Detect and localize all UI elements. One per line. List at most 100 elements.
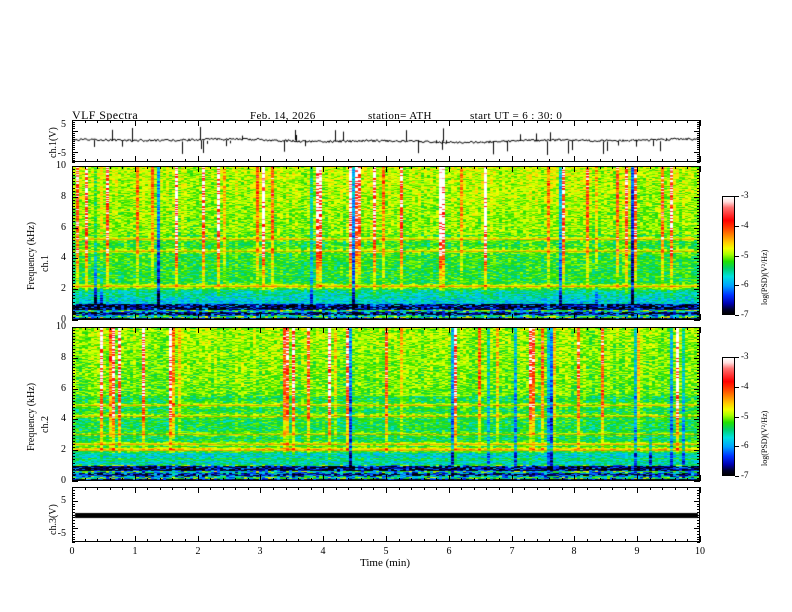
xtick-top-p3-4 [122,487,123,490]
xtick-top-p1-21 [336,166,337,169]
xtick-top-p2-21 [336,327,337,330]
xtick-bottom-p3-23 [361,539,362,542]
xtick-top-p2-8 [172,327,173,330]
xtick-bottom-p2-30 [449,475,450,481]
sp2-ytick-right-33 [697,379,700,380]
xtick-bottom-p3-27 [411,539,412,542]
xtick-top-p2-4 [122,327,123,330]
ch1-vtick-left-14 [72,133,75,134]
sp1-ytick-right-5 [697,305,700,306]
xtick-top-p0-36 [524,120,525,123]
xtick-bottom-p3-46 [650,539,651,542]
xtick-bottom-p1-18 [298,317,299,320]
sp1-ytick-right-9 [697,292,700,293]
xtick-top-p0-1 [85,120,86,123]
sp2-ytick-right-44 [697,345,700,346]
xtick-top-p1-28 [424,166,425,169]
xtick-bottom-p2-17 [286,478,287,481]
sp1-ytick-right-35 [697,212,700,213]
xtick-bottom-p1-39 [562,317,563,320]
xtick-top-p3-49 [687,487,688,490]
ch3-vtick-right-0 [697,542,700,543]
xtick-top-p2-2 [97,327,98,330]
sp1-ytick-left-19 [72,261,75,262]
xtick-bottom-p2-18 [298,478,299,481]
xtick-top-p1-30 [449,166,450,172]
sp1-ytick-left-3 [72,311,75,312]
xtick-bottom-p1-49 [687,317,688,320]
xtick-bottom-p3-41 [587,539,588,542]
sp2-freq-label-8: 8 [61,352,66,363]
xtick-bottom-p2-33 [486,478,487,481]
xtick-top-p0-0 [72,120,73,126]
ch1-vtick-left-2 [72,158,75,159]
xtick-top-p1-44 [625,166,626,169]
ch1-vtick-left-8 [72,145,75,146]
xtick-top-p0-27 [411,120,412,123]
sp2-ytick-left-6 [72,463,75,464]
xtick-bottom-p0-13 [235,159,236,162]
xtick-top-p1-49 [687,166,688,169]
xtick-top-p0-19 [311,120,312,123]
sp1-ytick-left-41 [72,194,75,195]
ch1-vtick-left-4 [72,154,75,155]
xtick-bottom-p2-43 [612,478,613,481]
xtick-bottom-p2-31 [461,478,462,481]
cb1-label--3: -3 [741,190,749,200]
sp2-ytick-right-49 [697,330,700,331]
xtick-bottom-p2-26 [399,478,400,481]
ch1-vtick-right-6 [697,149,700,150]
xtick-bottom-p3-48 [675,539,676,542]
ch1-ytick-pos: 5 [61,119,66,130]
sp2-freq-label-0: 0 [61,475,66,486]
sp2-ytick-left-26 [72,401,75,402]
x-tick-label-3: 3 [257,546,263,557]
ch1-vtick-right-19 [697,122,700,123]
xtick-bottom-p1-35 [512,314,513,320]
cb2-tick--5 [735,417,739,418]
xtick-bottom-p1-15 [260,314,261,320]
sp2-ytick-left-30 [72,389,78,390]
xtick-bottom-p0-25 [386,156,387,162]
ch3-ytick-pos: 5 [61,495,66,506]
sp2-ytick-left-31 [72,386,75,387]
xtick-top-p1-5 [135,166,136,172]
xtick-top-p2-26 [399,327,400,330]
xtick-bottom-p3-47 [662,539,663,542]
sp1-ytick-left-15 [72,274,75,275]
sp1-ytick-right-38 [697,203,700,204]
xtick-bottom-p3-25 [386,536,387,542]
sp2-ytick-left-4 [72,469,75,470]
xtick-top-p1-4 [122,166,123,169]
xtick-top-p3-46 [650,487,651,490]
cb1-tick--4 [735,226,739,227]
xtick-bottom-p1-31 [461,317,462,320]
xtick-bottom-p1-1 [85,317,86,320]
sp1-ytick-left-12 [72,283,75,284]
xtick-top-p2-17 [286,327,287,330]
xtick-bottom-p1-43 [612,317,613,320]
panel-ch1-waveform [72,120,700,162]
xtick-bottom-p2-39 [562,478,563,481]
ch3-vtick-left-18 [72,493,75,494]
xtick-top-p1-43 [612,166,613,169]
xtick-bottom-p1-2 [97,317,98,320]
xtick-bottom-p2-12 [223,478,224,481]
sp2-ytick-right-24 [697,407,700,408]
xtick-bottom-p3-2 [97,539,98,542]
xtick-top-p0-10 [198,120,199,126]
ch3-vtick-left-17 [72,495,75,496]
xtick-top-p3-42 [600,487,601,490]
cb2-label--6: -6 [741,440,749,450]
ch1-vtick-right-11 [697,139,700,140]
sp1-ytick-right-41 [697,194,700,195]
sp1-ytick-right-33 [697,218,700,219]
xtick-top-p0-4 [122,120,123,123]
cb2-tick--7 [735,476,739,477]
xtick-top-p2-40 [574,327,575,333]
ch1-vtick-left-1 [72,160,75,161]
ch1-vtick-left-9 [72,143,75,144]
sp2-ytick-right-23 [697,410,700,411]
header-station: station= ATH [368,110,432,122]
xtick-top-p3-30 [449,487,450,493]
